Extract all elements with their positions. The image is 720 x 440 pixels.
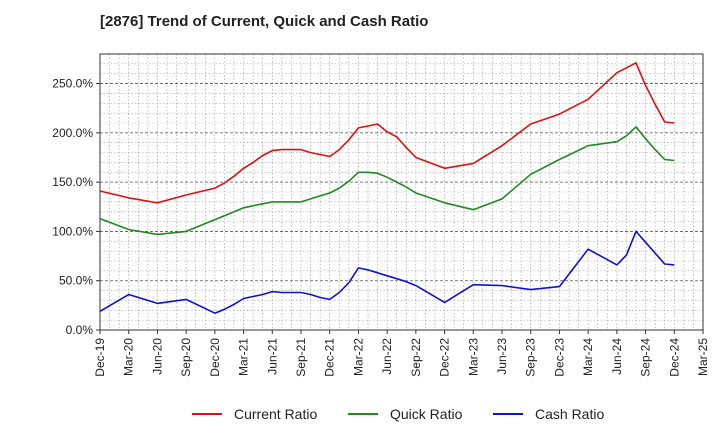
- x-tick-label: Dec-20: [208, 338, 222, 377]
- x-tick-label: Mar-25: [696, 338, 710, 376]
- x-tick-label: Mar-20: [122, 338, 136, 376]
- x-tick-label: Jun-23: [495, 338, 509, 375]
- x-tick-label: Sep-23: [524, 338, 538, 377]
- x-tick-label: Mar-24: [581, 338, 595, 376]
- x-tick-label: Dec-19: [93, 338, 107, 377]
- x-tick-label: Dec-24: [667, 338, 681, 377]
- x-axis: Dec-19 Mar-20 Jun-20 Sep-20 Dec-20 Mar-21 Jun-…: [93, 330, 710, 377]
- legend-label: Cash Ratio: [535, 406, 604, 422]
- x-tick-label: Jun-22: [380, 338, 394, 375]
- legend-label: Current Ratio: [234, 406, 317, 422]
- x-tick-label: Sep-24: [639, 338, 653, 377]
- x-tick-label: Jun-20: [150, 338, 164, 375]
- x-tick-label: Sep-21: [294, 338, 308, 377]
- x-tick-label: Sep-20: [179, 338, 193, 377]
- y-tick-label: 50.0%: [59, 274, 93, 288]
- y-tick-label: 200.0%: [52, 126, 93, 140]
- chart-title: [2876] Trend of Current, Quick and Cash …: [100, 13, 428, 30]
- y-tick-label: 0.0%: [66, 323, 94, 337]
- legend-label: Quick Ratio: [390, 406, 463, 422]
- y-axis: 0.0% 50.0% 100.0% 150.0% 200.0% 250.0%: [52, 77, 100, 337]
- y-tick-label: 250.0%: [52, 77, 93, 91]
- plot-area-frame: [99, 53, 704, 331]
- x-tick-label: Mar-21: [237, 338, 251, 376]
- series-lines: [99, 62, 675, 315]
- series-line-current-ratio: [99, 62, 675, 204]
- grid: [100, 54, 703, 330]
- x-tick-label: Mar-23: [466, 338, 480, 376]
- legend: Current Ratio Quick Ratio Cash Ratio: [192, 406, 604, 422]
- x-tick-label: Mar-22: [351, 338, 365, 376]
- x-tick-label: Dec-23: [552, 338, 566, 377]
- x-tick-label: Jun-24: [610, 338, 624, 375]
- x-tick-label: Dec-21: [323, 338, 337, 377]
- y-tick-label: 150.0%: [52, 175, 93, 189]
- series-line-quick-ratio: [99, 126, 675, 236]
- x-tick-label: Sep-22: [409, 338, 423, 377]
- y-tick-label: 100.0%: [52, 224, 93, 238]
- x-tick-label: Jun-21: [265, 338, 279, 375]
- series-line-cash-ratio: [99, 230, 675, 315]
- x-tick-label: Dec-22: [438, 338, 452, 377]
